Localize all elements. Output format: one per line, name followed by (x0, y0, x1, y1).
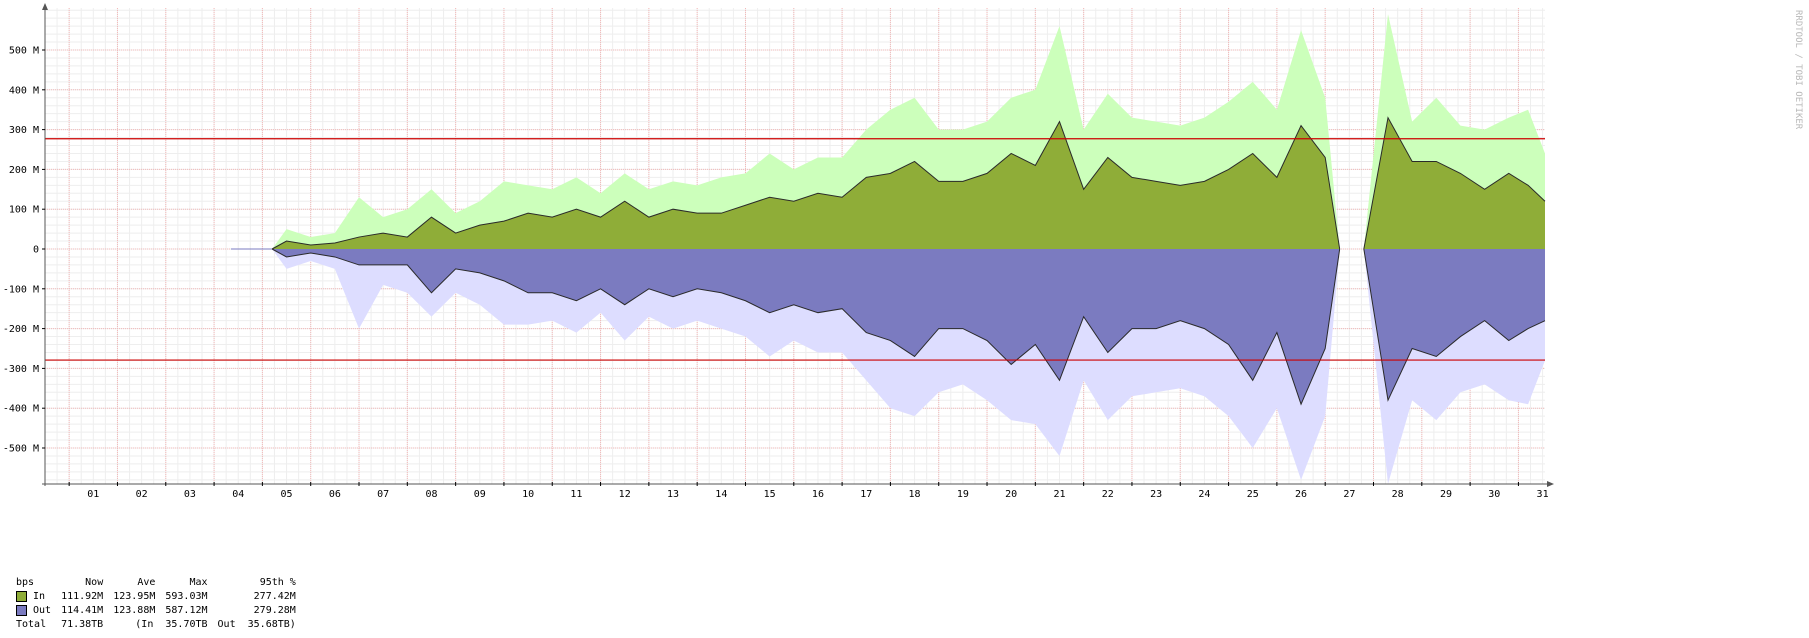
x-tick-label: 21 (1053, 489, 1065, 500)
x-tick-label: 25 (1247, 489, 1259, 500)
percentile-lines (45, 138, 1545, 361)
x-tick-label: 22 (1102, 489, 1114, 500)
x-tick-label: 12 (619, 489, 631, 500)
in-avg-area (1363, 117, 1545, 249)
legend-in-ave: 123.95M (113, 591, 156, 602)
x-tick-label: 17 (860, 489, 872, 500)
x-tick-label: 03 (184, 489, 196, 500)
x-tick-label: 16 (812, 489, 824, 500)
x-tick-label: 24 (1198, 489, 1210, 500)
legend-table: bps Now Ave Max 95th % In 111.92M 123.95… (16, 576, 296, 632)
y-tick-label: 400 M (9, 85, 39, 96)
x-tick-label: 27 (1343, 489, 1355, 500)
x-tick-label: 18 (909, 489, 921, 500)
x-tick-label: 13 (667, 489, 679, 500)
legend-header-row: bps Now Ave Max 95th % (16, 576, 296, 590)
legend-total-out: Out 35.68TB) (217, 619, 296, 630)
legend-header-p95: 95th % (259, 577, 296, 588)
x-tick-label: 09 (474, 489, 486, 500)
x-tick-label: 29 (1440, 489, 1452, 500)
y-tick-label: 0 (33, 245, 39, 256)
x-tick-label: 28 (1392, 489, 1404, 500)
legend-out-now: 114.41M (61, 605, 104, 616)
traffic-areas (230, 14, 1546, 484)
legend-header-ave: Ave (137, 577, 156, 588)
x-tick-label: 14 (715, 489, 727, 500)
out-avg-outline (1363, 248, 1546, 402)
x-tick-label: 31 (1537, 489, 1549, 500)
x-tick-label: 11 (570, 489, 582, 500)
in-color-swatch (16, 590, 27, 602)
x-tick-label: 04 (232, 489, 244, 500)
y-tick-label: -200 M (3, 324, 39, 335)
x-tick-label: 06 (329, 489, 341, 500)
in-avg-outline (271, 120, 1341, 250)
y-tick-label: 300 M (9, 125, 39, 136)
legend-total-label: Total (16, 619, 47, 630)
legend-in-max: 593.03M (165, 591, 208, 602)
legend-total-in: (In 35.70TB (135, 619, 208, 630)
out-color-swatch (16, 604, 27, 616)
legend-row-in: In 111.92M 123.95M 593.03M 277.42M (16, 590, 296, 604)
y-tick-label: 100 M (9, 205, 39, 216)
y-tick-label: -400 M (3, 404, 39, 415)
y-tick-label: -300 M (3, 364, 39, 375)
x-tick-label: 26 (1295, 489, 1307, 500)
y-tick-label: -500 M (3, 444, 39, 455)
legend-series-out: Out (16, 604, 51, 618)
in-avg-area (272, 121, 1340, 249)
legend-total-value: 71.38TB (61, 619, 104, 630)
legend-out-max: 587.12M (165, 605, 208, 616)
y-axis-arrow (42, 3, 48, 10)
legend-out-ave: 123.88M (113, 605, 156, 616)
x-tick-label: 02 (136, 489, 148, 500)
legend-in-now: 111.92M (61, 591, 104, 602)
legend-header-now: Now (85, 577, 104, 588)
legend-header-max: Max (189, 577, 208, 588)
legend-in-label: In (33, 591, 46, 602)
x-tick-label: 30 (1488, 489, 1500, 500)
y-tick-label: 200 M (9, 165, 39, 176)
out-avg-area (1363, 249, 1545, 401)
legend-unit: bps (16, 577, 35, 588)
x-tick-label: 05 (281, 489, 293, 500)
x-tick-label: 01 (87, 489, 99, 500)
x-axis-arrow (1547, 481, 1554, 487)
x-tick-label: 20 (1005, 489, 1017, 500)
legend-out-p95: 279.28M (253, 605, 296, 616)
x-axis-ticks: 01 02 03 04 05 06 07 08 09 10 11 12 13 14 15 16 17 18 19 20… (68, 482, 1549, 500)
out-avg-area (272, 249, 1340, 405)
y-tick-label: 500 M (9, 46, 39, 57)
x-tick-label: 15 (764, 489, 776, 500)
rrdtool-credit: RRDTOOL / TOBI OETIKER (1793, 10, 1803, 130)
x-tick-label: 19 (957, 489, 969, 500)
legend-in-p95: 277.42M (253, 591, 296, 602)
in-avg-outline (1363, 116, 1546, 250)
x-tick-label: 07 (377, 489, 389, 500)
x-tick-label: 23 (1150, 489, 1162, 500)
legend-row-out: Out 114.41M 123.88M 587.12M 279.28M (16, 604, 296, 618)
x-tick-label: 10 (522, 489, 534, 500)
legend-series-in: In (16, 590, 51, 604)
x-tick-label: 08 (425, 489, 437, 500)
y-tick-label: -100 M (3, 284, 39, 295)
axes (42, 3, 1554, 487)
out-avg-outline (271, 248, 1341, 406)
legend-out-label: Out (33, 605, 52, 616)
legend: bps Now Ave Max 95th % In 111.92M 123.95… (16, 576, 296, 632)
legend-row-total: Total 71.38TB (In 35.70TB Out 35.68TB) (16, 618, 296, 632)
y-axis-ticks: 500 M 400 M 300 M 200 M 100 M 0 -100 M -200 M -3… (3, 46, 45, 455)
traffic-chart: 500 M 400 M 300 M 200 M 100 M 0 -100 M -200 M -3… (3, 3, 1803, 500)
